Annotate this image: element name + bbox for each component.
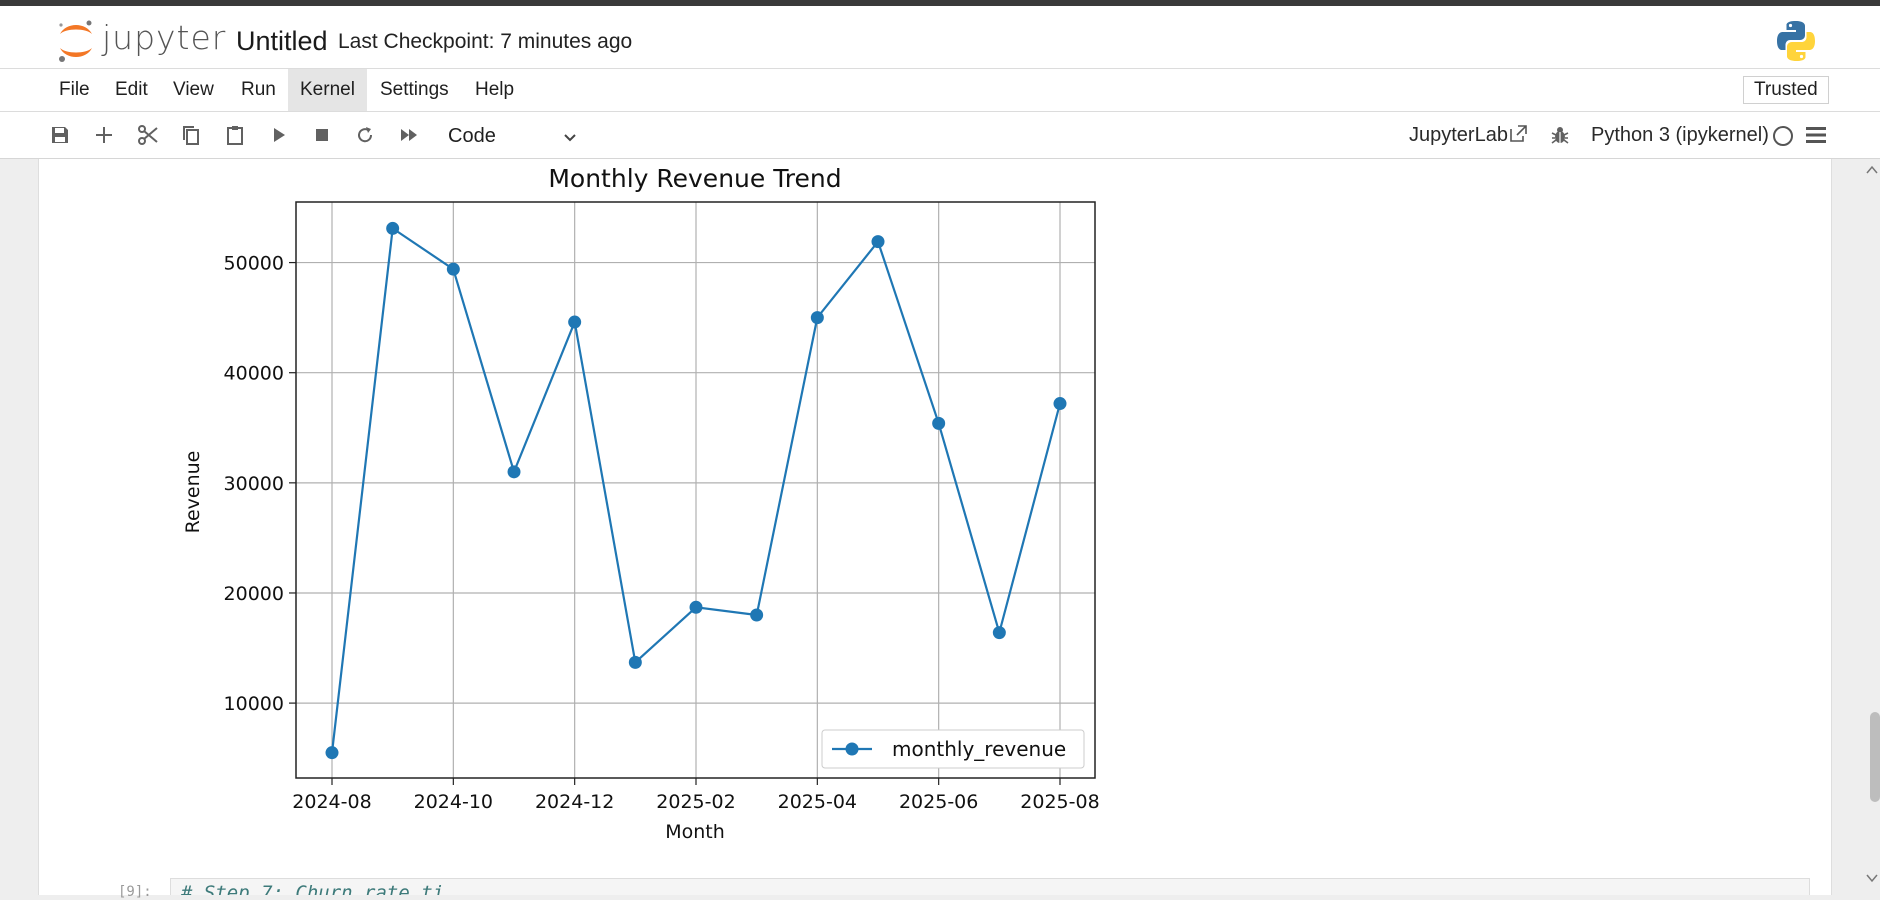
scroll-down-icon[interactable] <box>1866 872 1878 884</box>
kernel-name[interactable]: Python 3 (ipykernel) <box>1591 124 1769 146</box>
run-icon[interactable] <box>266 122 292 148</box>
cell-type-select[interactable]: Code <box>448 121 578 151</box>
menu-view[interactable]: View <box>173 79 214 100</box>
data-point-2024-11 <box>507 465 521 479</box>
cut-icon[interactable] <box>135 122 161 148</box>
notebook-title[interactable]: Untitled <box>236 26 328 56</box>
jupyterlab-link[interactable]: JupyterLab <box>1409 124 1508 146</box>
data-point-2024-10 <box>446 262 460 276</box>
data-point-2025-02 <box>689 600 703 614</box>
stop-icon[interactable] <box>309 122 335 148</box>
notebook-toolbar: Code JupyterLab Python 3 (ipykernel) <box>0 112 1880 159</box>
data-point-2024-12 <box>568 315 582 329</box>
add-icon[interactable] <box>91 122 117 148</box>
menu-settings[interactable]: Settings <box>380 79 449 100</box>
python-logo-icon <box>1777 21 1815 61</box>
chart-title: Monthly Revenue Trend <box>548 164 841 193</box>
y-tick-label: 50000 <box>224 253 284 275</box>
next-code-cell[interactable]: # Step 7: Churn rate ti... <box>170 878 1810 895</box>
restart-icon[interactable] <box>352 122 378 148</box>
notebook-panel[interactable] <box>38 159 1832 895</box>
cell-type-value: Code <box>448 125 496 147</box>
trusted-badge[interactable]: Trusted <box>1743 76 1829 104</box>
legend-marker <box>845 742 859 756</box>
copy-icon[interactable] <box>178 122 204 148</box>
external-link-icon <box>1510 125 1527 142</box>
x-tick-label: 2024-12 <box>535 791 614 813</box>
x-tick-label: 2025-04 <box>778 791 857 813</box>
data-point-2025-07 <box>992 626 1006 640</box>
data-point-2025-08 <box>1053 397 1067 411</box>
legend-box <box>821 729 1085 769</box>
scrollbar-thumb[interactable] <box>1870 712 1880 802</box>
data-point-2025-03 <box>750 608 764 622</box>
chart-ticks: 10000 20000 30000 40000 50000 2024-08 2024-10 2… <box>224 253 1100 813</box>
fast-forward-icon[interactable] <box>396 122 422 148</box>
jupyter-logo-text: jupyter <box>102 18 227 57</box>
chart-grid <box>296 202 1095 778</box>
data-point-2025-05 <box>871 235 885 249</box>
scroll-up-icon[interactable] <box>1866 164 1878 176</box>
data-point-2024-09 <box>386 221 400 235</box>
menu-kernel[interactable]: Kernel <box>288 69 367 111</box>
jupyter-logo-icon <box>59 20 92 62</box>
top-border <box>0 0 1880 6</box>
chart-points <box>325 221 1067 760</box>
x-tick-label: 2025-06 <box>899 791 978 813</box>
checkpoint-status: Last Checkpoint: 7 minutes ago <box>338 30 633 53</box>
x-axis-label: Month <box>665 821 725 843</box>
next-cell-code: # Step 7: Churn rate ti... <box>181 882 479 895</box>
menu-help[interactable]: Help <box>475 79 515 100</box>
menu-bar: File Edit View Run Kernel Settings Help … <box>0 68 1880 112</box>
menu-run[interactable]: Run <box>241 79 276 100</box>
next-cell-prompt: [9]: <box>118 884 152 900</box>
revenue-line-chart: 10000 20000 30000 40000 50000 2024-08 2024-10 2… <box>182 164 1100 843</box>
y-tick-label: 40000 <box>224 363 284 385</box>
y-tick-label: 30000 <box>224 473 284 495</box>
menu-edit[interactable]: Edit <box>115 79 148 100</box>
data-point-2024-08 <box>325 746 339 760</box>
app-header: jupyter Untitled Last Checkpoint: 7 minu… <box>0 6 1880 68</box>
y-tick-label: 10000 <box>224 693 284 715</box>
main-area <box>0 159 1880 895</box>
data-point-2025-06 <box>932 416 946 430</box>
save-icon[interactable] <box>47 122 73 148</box>
kernel-status-icon <box>1773 126 1793 146</box>
x-tick-label: 2024-08 <box>292 791 371 813</box>
chart-legend: monthly_revenue <box>821 729 1085 769</box>
x-tick-label: 2024-10 <box>414 791 493 813</box>
debugger-bug-icon[interactable] <box>1549 124 1571 146</box>
data-point-2025-04 <box>810 311 824 325</box>
paste-icon[interactable] <box>222 122 248 148</box>
x-tick-label: 2025-02 <box>656 791 735 813</box>
x-tick-label: 2025-08 <box>1020 791 1099 813</box>
legend-label: monthly_revenue <box>892 737 1066 761</box>
chevron-down-icon <box>564 134 576 142</box>
menu-file[interactable]: File <box>59 79 90 100</box>
y-axis-label: Revenue <box>182 451 204 534</box>
y-tick-label: 20000 <box>224 583 284 605</box>
data-point-2025-01 <box>628 655 642 669</box>
menu-hamburger-icon[interactable] <box>1806 126 1826 144</box>
